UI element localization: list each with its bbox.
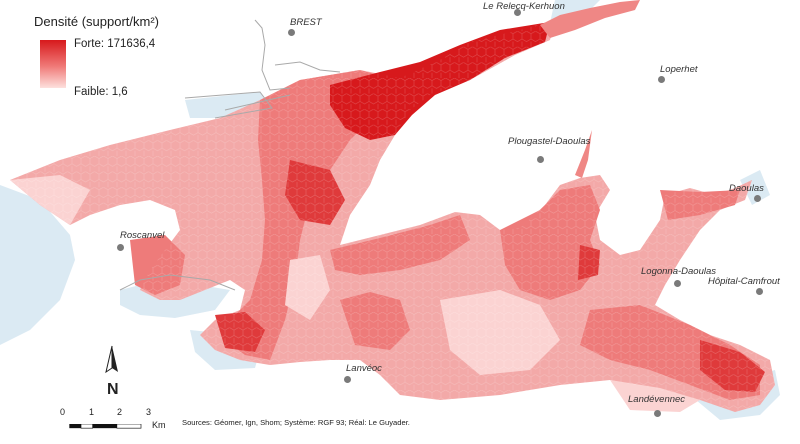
relecq-marker: [514, 9, 521, 16]
scale-bar-graphic: [69, 424, 142, 429]
place-label-daoulas: Daoulas: [729, 183, 764, 194]
lanveoc-marker: [344, 376, 351, 383]
place-label-logonna: Logonna-Daoulas: [641, 266, 717, 277]
daoulas-marker: [754, 195, 761, 202]
scale-tick-2: 2: [117, 407, 123, 417]
place-label-hopital: Hôpital-Camfrout: [708, 276, 780, 287]
logonna-marker: [674, 280, 681, 287]
landevennec-marker: [654, 410, 661, 417]
density-surface: [10, 0, 775, 412]
open-sea: [0, 185, 75, 345]
place-label-loperhet: Loperhet: [660, 64, 698, 75]
credits: Sources: Géomer, Ign, Shom; Système: RGF…: [182, 418, 410, 427]
legend-title: Densité (support/km²): [34, 14, 159, 29]
legend-low-label: Faible: 1,6: [74, 86, 128, 98]
north-label: N: [107, 381, 119, 398]
hopital-marker: [756, 288, 763, 295]
place-label-brest: BREST: [290, 17, 322, 28]
scale-tick-0: 0: [60, 407, 66, 417]
place-label-plougastel: Plougastel-Daoulas: [508, 136, 591, 147]
scale-bar: 0 1 2 3 Km: [60, 407, 170, 433]
north-arrow-icon: N: [105, 345, 119, 398]
plougastel-marker: [537, 156, 544, 163]
roscanvel-marker: [117, 244, 124, 251]
legend-gradient-swatch: [40, 40, 66, 88]
brest-marker: [288, 29, 295, 36]
scale-tick-1: 1: [89, 407, 95, 417]
legend-high-label: Forte: 171636,4: [74, 38, 156, 50]
scale-tick-3: 3: [146, 407, 152, 417]
scale-unit: Km: [152, 420, 166, 430]
legend: Densité (support/km²) Forte: 171636,4 Fa…: [30, 14, 210, 104]
place-label-lanveoc: Lanvéoc: [346, 363, 382, 374]
coastline: [119, 19, 341, 291]
place-label-relecq: Le Relecq-Kerhuon: [483, 1, 565, 12]
place-label-roscanvel: Roscanvel: [120, 230, 165, 241]
place-label-landevennec: Landévennec: [628, 394, 686, 405]
estuary-east: [740, 170, 770, 205]
loperhet-marker: [658, 76, 665, 83]
